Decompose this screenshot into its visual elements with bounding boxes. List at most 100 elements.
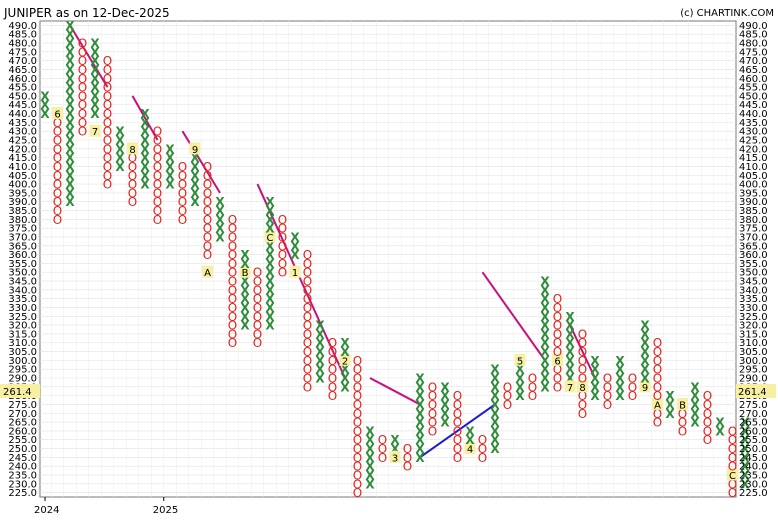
y-tick-label-right: 480.0 [739, 39, 768, 50]
o-mark: O [653, 336, 662, 350]
o-mark: O [578, 407, 587, 421]
o-mark: O [553, 301, 562, 315]
x-mark: X [615, 372, 625, 386]
y-tick-label-right: 435.0 [739, 118, 768, 129]
x-mark: X [415, 451, 425, 465]
y-tick-label-right: 235.0 [739, 470, 768, 481]
x-mark: X [140, 134, 150, 148]
y-tick-label-right: 305.0 [739, 347, 768, 358]
x-mark: X [440, 416, 450, 430]
o-mark: O [728, 424, 737, 438]
o-mark: O [453, 442, 462, 456]
x-mark: X [565, 372, 575, 386]
x-mark: X [640, 336, 650, 350]
y-tick-label-left: 440.0 [8, 109, 37, 120]
o-mark: O [703, 398, 712, 412]
o-mark: O [478, 451, 487, 465]
o-mark: O [353, 389, 362, 403]
plot-frame [39, 20, 737, 498]
o-mark: O [153, 195, 162, 209]
y-tick-label-right: 395.0 [739, 188, 768, 199]
o-mark: O [103, 54, 112, 68]
o-mark: O [303, 301, 312, 315]
x-mark: X [115, 125, 125, 139]
o-mark: O [78, 98, 87, 112]
o-mark: O [53, 134, 62, 148]
y-tick-label-right: 465.0 [739, 65, 768, 76]
x-mark: X [65, 169, 75, 183]
y-tick-label-right: 370.0 [739, 232, 768, 243]
o-mark: O [103, 178, 112, 192]
y-tick-label-left: 225.0 [8, 488, 37, 499]
x-mark: X [415, 380, 425, 394]
y-tick-label-right: 230.0 [739, 479, 768, 490]
o-mark: O [153, 125, 162, 139]
y-tick-label-right: 245.0 [739, 453, 768, 464]
month-marker: 2 [342, 356, 348, 367]
x-mark: X [415, 389, 425, 403]
o-mark: O [653, 345, 662, 359]
o-mark: O [678, 416, 687, 430]
x-mark: X [65, 178, 75, 192]
y-tick-label-left: 450.0 [8, 91, 37, 102]
x-mark: X [415, 442, 425, 456]
o-mark: O [303, 327, 312, 341]
month-marker-bg [564, 380, 576, 393]
x-mark: X [265, 292, 275, 306]
o-mark: O [228, 319, 237, 333]
o-mark: O [153, 186, 162, 200]
x-mark: X [465, 433, 475, 447]
x-mark: X [190, 178, 200, 192]
x-mark: X [440, 407, 450, 421]
o-mark: O [353, 363, 362, 377]
o-mark: O [428, 398, 437, 412]
month-marker: A [204, 268, 211, 279]
o-mark: O [53, 160, 62, 174]
month-marker-bg [464, 442, 476, 455]
month-marker-bg [289, 265, 301, 278]
o-mark: O [53, 204, 62, 218]
x-mark: X [565, 363, 575, 377]
o-mark: O [53, 142, 62, 156]
x-mark: X [65, 54, 75, 68]
o-mark: O [78, 72, 87, 86]
x-mark: X [565, 327, 575, 341]
o-mark: O [53, 125, 62, 139]
x-mark: X [365, 442, 375, 456]
o-mark: O [303, 372, 312, 386]
o-mark: O [303, 345, 312, 359]
x-mark: X [440, 389, 450, 403]
o-mark: O [653, 380, 662, 394]
month-marker-bg [652, 397, 663, 410]
o-mark: O [53, 195, 62, 209]
o-mark: O [153, 213, 162, 227]
o-mark: O [103, 160, 112, 174]
x-mark: X [690, 416, 700, 430]
x-mark: X [565, 354, 575, 368]
y-tick-label-right: 275.0 [739, 400, 768, 411]
y-tick-label-right: 490.0 [739, 21, 768, 32]
o-mark: O [228, 248, 237, 262]
o-mark: O [303, 310, 312, 324]
o-mark: O [253, 327, 262, 341]
o-mark: O [328, 354, 337, 368]
x-mark: X [665, 389, 675, 403]
o-mark: O [53, 151, 62, 165]
y-tick-label-right: 265.0 [739, 418, 768, 429]
grid [38, 20, 752, 498]
y-tick-label-left: 485.0 [8, 30, 37, 41]
x-mark: X [640, 363, 650, 377]
y-tick-label-left: 320.0 [8, 321, 37, 332]
o-mark: O [228, 239, 237, 253]
y-tick-label-right: 270.0 [739, 409, 768, 420]
o-mark: O [353, 486, 362, 500]
x-mark: X [290, 230, 300, 244]
y-tick-label-left: 345.0 [8, 277, 37, 288]
y-tick-label-left: 300.0 [8, 356, 37, 367]
x-mark: X [515, 380, 525, 394]
x-mark: X [115, 151, 125, 165]
y-tick-label-left: 405.0 [8, 171, 37, 182]
x-mark: X [490, 389, 500, 403]
month-marker: A [654, 400, 661, 411]
